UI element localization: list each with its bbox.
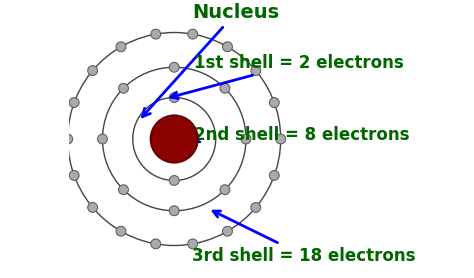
- Circle shape: [118, 83, 128, 93]
- Text: 1st shell = 2 electrons: 1st shell = 2 electrons: [171, 54, 404, 99]
- Circle shape: [169, 206, 179, 216]
- Circle shape: [188, 29, 198, 39]
- Circle shape: [98, 134, 108, 144]
- Text: 2nd shell = 8 electrons: 2nd shell = 8 electrons: [191, 125, 410, 143]
- Circle shape: [69, 98, 79, 108]
- Circle shape: [169, 62, 179, 72]
- Circle shape: [251, 202, 261, 212]
- Circle shape: [169, 175, 179, 185]
- Circle shape: [116, 42, 126, 52]
- Circle shape: [118, 185, 128, 195]
- Circle shape: [222, 226, 232, 236]
- Circle shape: [151, 29, 161, 39]
- Text: Nucleus: Nucleus: [142, 3, 279, 117]
- Circle shape: [88, 66, 98, 76]
- Circle shape: [220, 83, 230, 93]
- Circle shape: [222, 42, 232, 52]
- Circle shape: [188, 239, 198, 249]
- Circle shape: [220, 185, 230, 195]
- Circle shape: [69, 170, 79, 180]
- Circle shape: [251, 66, 261, 76]
- Circle shape: [169, 93, 179, 103]
- Circle shape: [63, 134, 73, 144]
- Circle shape: [276, 134, 286, 144]
- Circle shape: [88, 202, 98, 212]
- Circle shape: [269, 98, 279, 108]
- Circle shape: [151, 115, 198, 163]
- Text: 3rd shell = 18 electrons: 3rd shell = 18 electrons: [192, 211, 416, 265]
- Circle shape: [151, 239, 161, 249]
- Circle shape: [116, 226, 126, 236]
- Circle shape: [269, 170, 279, 180]
- Circle shape: [241, 134, 251, 144]
